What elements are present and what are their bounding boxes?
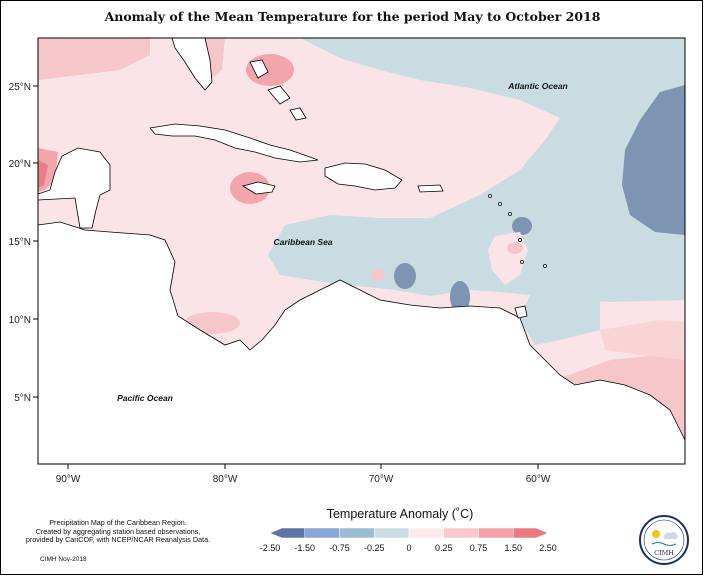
- caribbean-sea-label: Caribbean Sea: [273, 237, 332, 247]
- jamaica: [241, 181, 276, 195]
- legend-tick-label: 0: [406, 543, 411, 553]
- cimh-logo: CIMH: [639, 515, 689, 565]
- lat-tick-label: 5°N: [14, 393, 31, 404]
- logo-text: CIMH: [654, 549, 674, 557]
- credit-stamp: CIMH Nov-2018: [40, 556, 87, 563]
- legend-swatch: [443, 527, 479, 539]
- lat-tick-label: 20°N: [9, 159, 31, 170]
- legend-swatch: [408, 527, 444, 539]
- atlantic-ocean-label: Atlantic Ocean: [507, 81, 568, 91]
- lat-axis: [33, 85, 38, 398]
- lon-tick-label: 90°W: [56, 474, 81, 485]
- legend-title: Temperature Anomaly (˚C): [326, 507, 474, 521]
- legend-swatch: [478, 527, 514, 539]
- legend-tick-label: 0.75: [470, 543, 488, 553]
- lon-tick-label: 60°W: [526, 474, 551, 485]
- legend-swatch: [339, 527, 375, 539]
- legend-tick-label: -0.75: [329, 543, 350, 553]
- trinidad: [514, 305, 528, 319]
- wave-icon: [651, 542, 677, 546]
- lat-tick-label: 10°N: [9, 315, 31, 326]
- legend-swatch: [374, 527, 410, 539]
- florida: [171, 38, 213, 91]
- legend-tick-label: 0.25: [435, 543, 453, 553]
- legend-tick-label: 1.50: [504, 543, 522, 553]
- yucatan-landmass: [38, 147, 111, 229]
- plot-border: [37, 37, 686, 465]
- south-central-america: [38, 221, 685, 464]
- legend-swatch: [513, 527, 549, 539]
- cuba: [149, 123, 319, 163]
- color-legend: -2.50 -1.50 -0.75 -0.25 0 0.25 0.75 1.50 2.50: [260, 527, 557, 553]
- legend-tick-label: -1.50: [294, 543, 315, 553]
- lon-axis: [67, 464, 539, 469]
- lat-tick-label: 25°N: [9, 82, 31, 93]
- puerto-rico: [417, 184, 444, 193]
- land-masses: [38, 38, 685, 464]
- bahamas: [249, 59, 307, 121]
- legend-tick-label: 2.50: [539, 543, 557, 553]
- lon-tick-label: 80°W: [213, 474, 238, 485]
- negative-anomaly-region: [268, 38, 685, 302]
- lat-tick-label: 15°N: [9, 237, 31, 248]
- credit-line: provided by CariCOF, with NCEP/NCAR Rean…: [25, 535, 211, 545]
- credit-line: Created by aggregating station based obs…: [35, 526, 201, 536]
- map-title: Anomaly of the Mean Temperature for the …: [104, 9, 601, 24]
- strong-negative-region: [622, 85, 685, 235]
- credit-line: Precipitation Map of the Caribbean Regio…: [49, 518, 187, 527]
- legend-tick-label: -2.50: [260, 543, 281, 553]
- legend-swatch: [304, 527, 340, 539]
- pacific-ocean-label: Pacific Ocean: [117, 393, 173, 403]
- sun-icon: [652, 530, 660, 538]
- credit-text: Precipitation Map of the Caribbean Regio…: [18, 518, 218, 545]
- legend-swatch: [269, 527, 305, 539]
- legend-tick-label: -0.25: [364, 543, 385, 553]
- hispaniola: [324, 162, 403, 191]
- cloud-icon: [663, 531, 678, 539]
- lon-tick-label: 70°W: [369, 474, 394, 485]
